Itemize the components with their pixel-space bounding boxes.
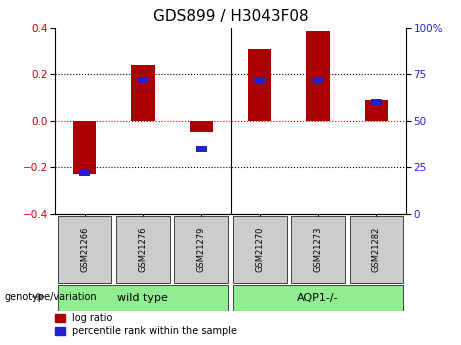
FancyBboxPatch shape	[291, 216, 345, 283]
Bar	[79, 170, 90, 176]
Bar	[313, 77, 323, 83]
Bar	[248, 49, 272, 121]
Text: wild type: wild type	[118, 293, 168, 303]
Bar	[138, 77, 148, 83]
FancyBboxPatch shape	[233, 216, 287, 283]
Text: GSM21276: GSM21276	[138, 227, 148, 272]
Text: GSM21270: GSM21270	[255, 227, 264, 272]
Text: GSM21273: GSM21273	[313, 227, 323, 272]
Bar	[196, 146, 207, 151]
Bar	[365, 100, 388, 121]
FancyBboxPatch shape	[116, 216, 170, 283]
Text: GSM21266: GSM21266	[80, 227, 89, 272]
Text: genotype/variation: genotype/variation	[5, 292, 97, 302]
FancyBboxPatch shape	[58, 285, 228, 310]
Bar	[254, 77, 265, 83]
Text: GSM21282: GSM21282	[372, 227, 381, 272]
FancyBboxPatch shape	[174, 216, 228, 283]
Bar	[73, 121, 96, 174]
FancyBboxPatch shape	[233, 285, 403, 310]
Text: GSM21279: GSM21279	[197, 227, 206, 272]
Bar	[189, 121, 213, 132]
Text: AQP1-/-: AQP1-/-	[297, 293, 339, 303]
Title: GDS899 / H3043F08: GDS899 / H3043F08	[153, 9, 308, 24]
FancyBboxPatch shape	[58, 216, 112, 283]
FancyBboxPatch shape	[349, 216, 403, 283]
Bar	[131, 65, 154, 121]
Bar	[371, 99, 382, 105]
Bar	[307, 31, 330, 121]
Legend: log ratio, percentile rank within the sample: log ratio, percentile rank within the sa…	[51, 309, 241, 340]
